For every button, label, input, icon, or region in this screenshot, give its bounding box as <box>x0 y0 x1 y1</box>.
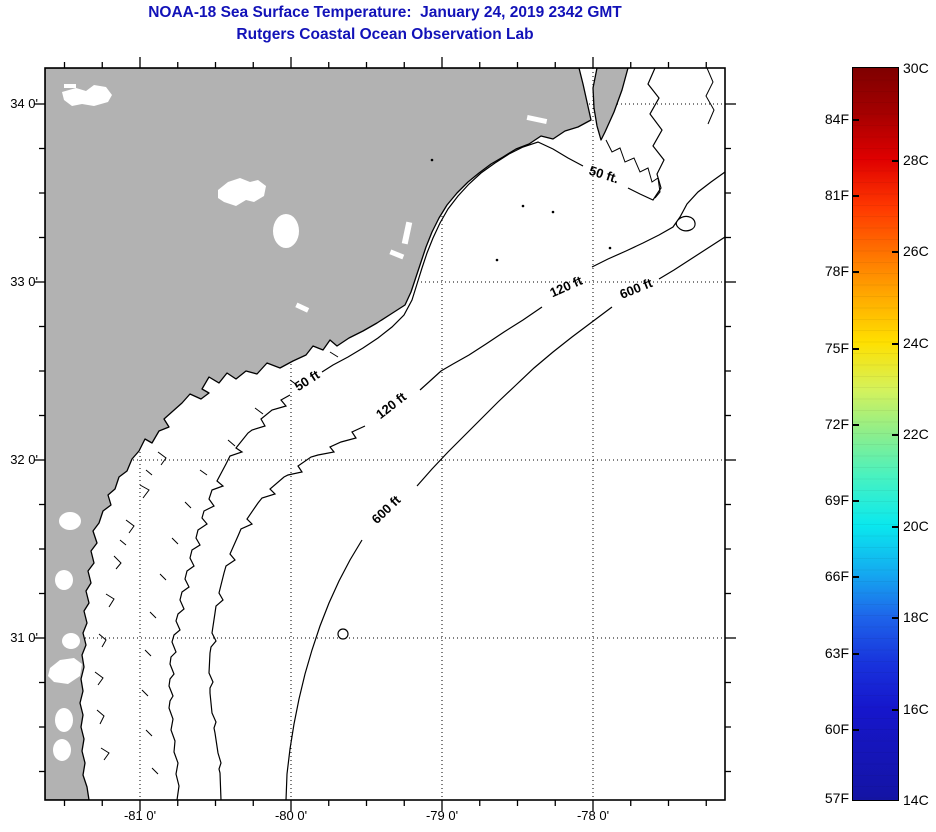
contour-600ft <box>285 236 725 800</box>
map-plot <box>34 57 736 811</box>
y-tick-label: 33 0' <box>10 274 38 289</box>
colorbar-celsius-label: 30C <box>903 60 929 76</box>
colorbar-celsius-label: 14C <box>903 792 929 808</box>
cloud-patches <box>48 84 548 761</box>
colorbar-celsius-label: 18C <box>903 609 929 625</box>
colorbar-fahrenheit-label: 63F <box>824 645 849 661</box>
cape-peninsula <box>592 68 629 141</box>
colorbar-fahrenheit-label: 60F <box>824 721 849 737</box>
colorbar-celsius-tick <box>892 708 898 711</box>
colorbar-celsius-label: 20C <box>903 518 929 534</box>
map-title: NOAA-18 Sea Surface Temperature: January… <box>148 4 622 21</box>
colorbar-celsius-tick <box>892 616 898 619</box>
contour-50ft <box>168 68 665 800</box>
colorbar-fahrenheit-tick <box>853 270 859 273</box>
axis-ticks <box>34 57 736 811</box>
colorbar-fahrenheit-label: 72F <box>824 416 849 432</box>
y-tick-label: 32 0' <box>10 452 38 467</box>
colorbar-fahrenheit-tick <box>853 347 859 350</box>
colorbar-celsius-label: 16C <box>903 701 929 717</box>
colorbar-fahrenheit-label: 66F <box>824 568 849 584</box>
plot-frame <box>44 67 726 801</box>
small-contour-ring <box>337 628 349 640</box>
colorbar <box>852 67 899 801</box>
colorbar-celsius-tick <box>892 525 898 528</box>
colorbar-celsius-tick <box>892 159 898 162</box>
colorbar-celsius-label: 22C <box>903 426 929 442</box>
colorbar-fahrenheit-tick <box>853 499 859 502</box>
y-tick-label: 31 0' <box>10 630 38 645</box>
colorbar-fahrenheit-label: 75F <box>824 340 849 356</box>
land-mass <box>45 68 592 800</box>
colorbar-fahrenheit-label: 84F <box>824 111 849 127</box>
colorbar-fahrenheit-tick <box>853 423 859 426</box>
colorbar-fahrenheit-tick <box>853 118 859 121</box>
x-tick-label: -78 0' <box>576 808 610 823</box>
colorbar-celsius-label: 28C <box>903 152 929 168</box>
colorbar-fahrenheit-tick <box>853 194 859 197</box>
map-subtitle: Rutgers Coastal Ocean Observation Lab <box>236 26 534 43</box>
x-tick-label: -79 0' <box>425 808 459 823</box>
colorbar-fahrenheit-tick <box>853 575 859 578</box>
colorbar-fahrenheit-label: 57F <box>824 790 849 806</box>
colorbar-fahrenheit-tick <box>853 728 859 731</box>
shoal-marks <box>94 68 715 775</box>
colorbar-fahrenheit-label: 78F <box>824 263 849 279</box>
colorbar-celsius-label: 24C <box>903 335 929 351</box>
y-tick-label: 34 0' <box>10 96 38 111</box>
colorbar-celsius-tick <box>892 250 898 253</box>
contour-120ft <box>208 171 725 800</box>
colorbar-fahrenheit-label: 81F <box>824 187 849 203</box>
colorbar-celsius-tick <box>892 342 898 345</box>
colorbar-fahrenheit-tick <box>853 652 859 655</box>
colorbar-celsius-tick <box>892 433 898 436</box>
x-tick-label: -81 0' <box>123 808 157 823</box>
ocean-specks <box>430 158 612 262</box>
x-tick-label: -80 0' <box>274 808 308 823</box>
colorbar-fahrenheit-label: 69F <box>824 492 849 508</box>
colorbar-celsius-label: 26C <box>903 243 929 259</box>
